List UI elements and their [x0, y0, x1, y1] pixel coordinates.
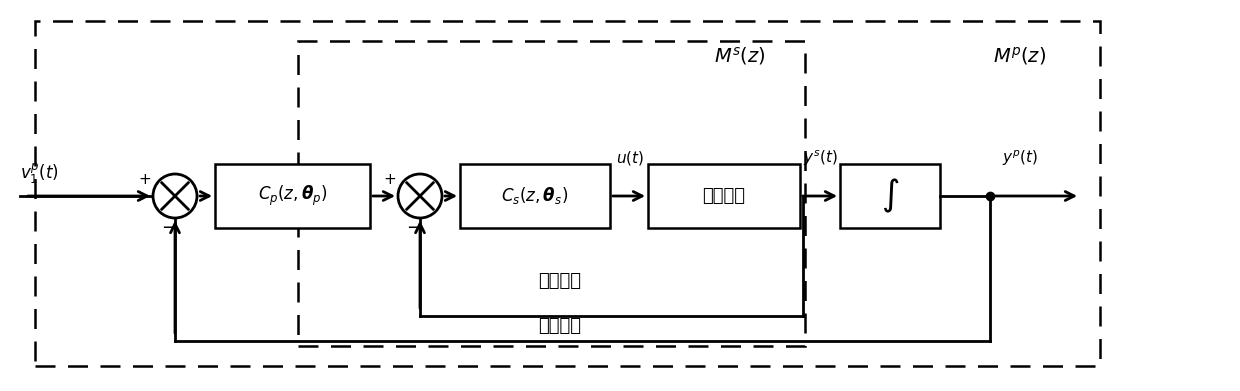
Text: +: + [139, 172, 151, 188]
Circle shape [153, 174, 197, 218]
Text: 速度内环: 速度内环 [538, 272, 582, 290]
Text: $y^p(t)$: $y^p(t)$ [1002, 148, 1038, 168]
Bar [839, 164, 940, 228]
Circle shape [398, 174, 441, 218]
Text: $y^s(t)$: $y^s(t)$ [802, 148, 837, 168]
Text: $C_s(z,\boldsymbol{\theta}_s)$: $C_s(z,\boldsymbol{\theta}_s)$ [501, 185, 569, 206]
Text: 位置外环: 位置外环 [538, 317, 582, 335]
Text: $C_p(z,\boldsymbol{\theta}_p)$: $C_p(z,\boldsymbol{\theta}_p)$ [258, 184, 327, 208]
Bar [649, 164, 800, 228]
Text: 被控对象: 被控对象 [703, 187, 745, 205]
Text: $\int$: $\int$ [880, 177, 899, 215]
Text: $M^s(z)$: $M^s(z)$ [714, 45, 766, 67]
Text: −: − [405, 219, 420, 237]
Bar [298, 41, 805, 346]
Bar [35, 21, 1100, 366]
Text: $M^p(z)$: $M^p(z)$ [993, 45, 1047, 67]
Text: −: − [161, 219, 176, 237]
Text: $u(t)$: $u(t)$ [616, 149, 644, 167]
Bar [460, 164, 610, 228]
Text: +: + [383, 172, 397, 188]
Text: $v_1^p(t)$: $v_1^p(t)$ [20, 161, 58, 186]
Bar [215, 164, 370, 228]
